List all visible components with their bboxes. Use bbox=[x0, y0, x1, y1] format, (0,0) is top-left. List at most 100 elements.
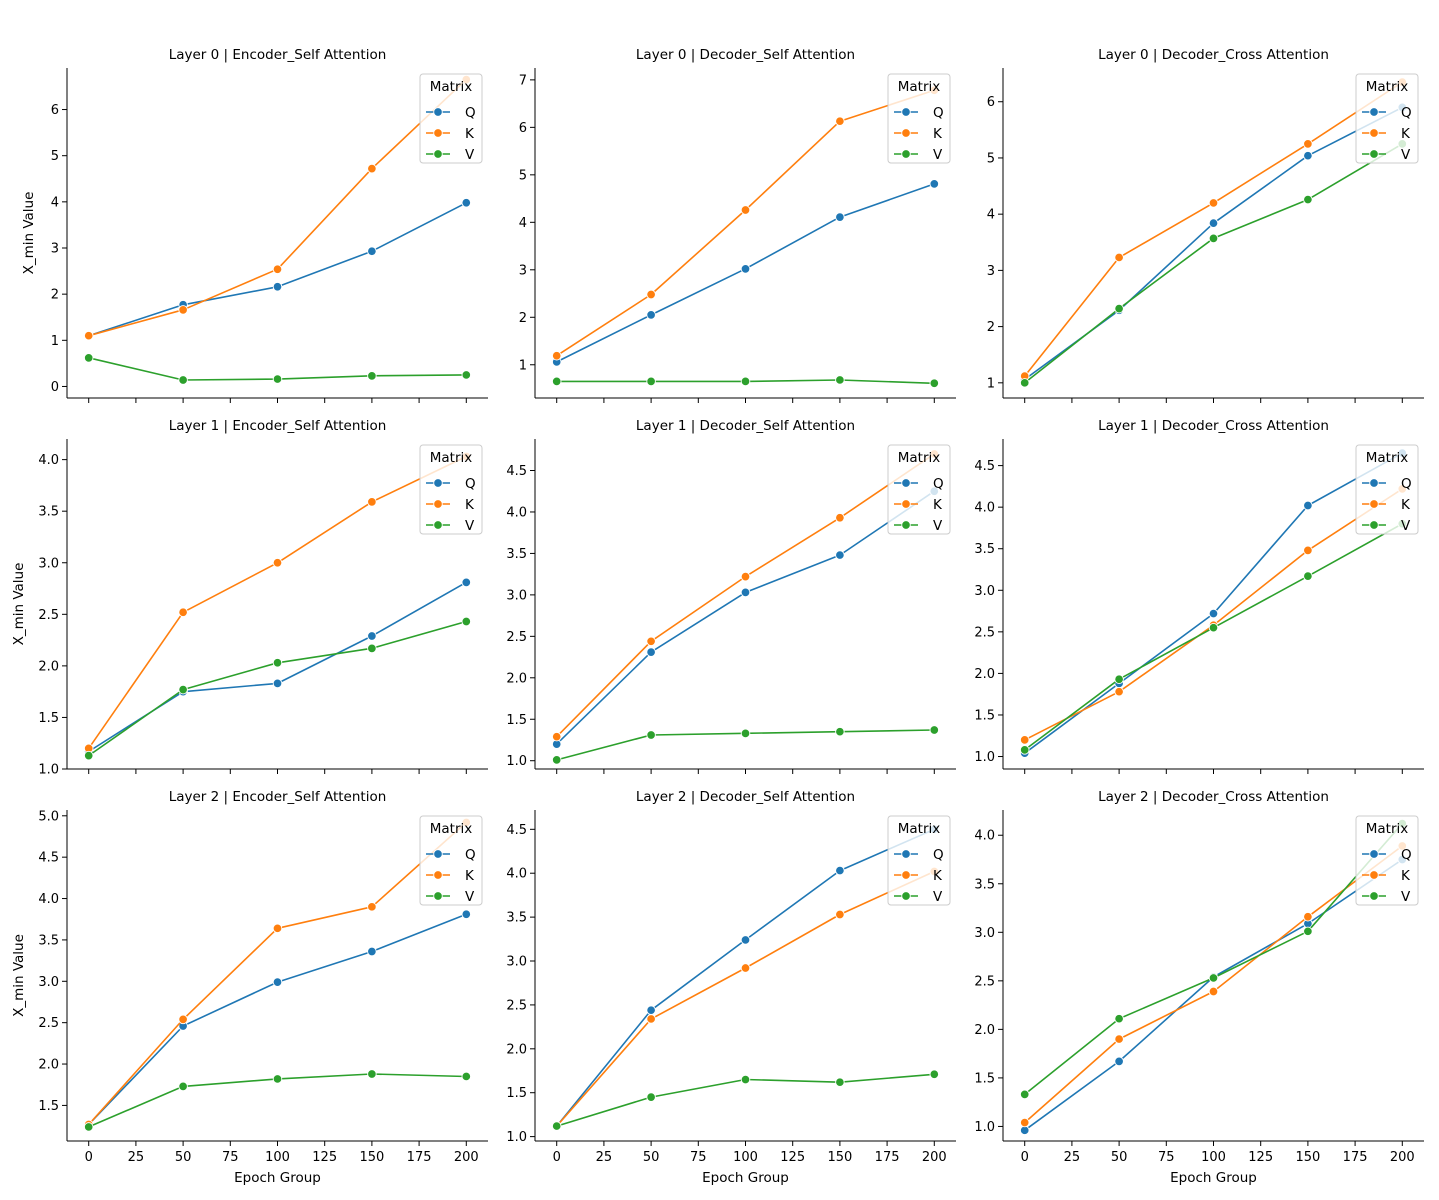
legend-swatch-marker bbox=[901, 107, 911, 117]
legend-entry: K bbox=[1401, 497, 1411, 513]
series-line-Q bbox=[556, 490, 935, 745]
data-point-V bbox=[83, 1122, 94, 1132]
y-tick-label: 2.0 bbox=[506, 1042, 527, 1057]
data-point-K bbox=[835, 116, 845, 126]
data-point-V bbox=[83, 353, 94, 363]
y-tick-label: 3 bbox=[519, 263, 527, 278]
data-point-K bbox=[1114, 686, 1124, 697]
legend-swatch-marker bbox=[1369, 849, 1379, 859]
x-tick-label: 100 bbox=[733, 1150, 758, 1165]
series-line-V bbox=[1024, 143, 1403, 384]
y-tick-label: 5 bbox=[987, 151, 995, 166]
data-point-K bbox=[740, 205, 751, 215]
y-tick-label: 3.0 bbox=[506, 955, 527, 970]
y-tick-label: 7 bbox=[519, 73, 527, 88]
x-tick-label: 25 bbox=[596, 1150, 613, 1165]
legend-entry: Q bbox=[465, 847, 476, 863]
data-point-V bbox=[178, 684, 188, 695]
y-tick-label: 1 bbox=[51, 334, 59, 349]
legend-title: Matrix bbox=[1366, 821, 1409, 837]
data-point-V bbox=[1019, 1089, 1030, 1100]
legend-swatch-marker bbox=[433, 870, 443, 880]
x-tick-label: 0 bbox=[85, 1150, 93, 1165]
panel-title: Layer 2 | Decoder_Self Attention bbox=[636, 789, 855, 805]
data-point-V bbox=[551, 755, 562, 765]
legend-entry: K bbox=[933, 497, 943, 513]
data-point-Q bbox=[646, 647, 656, 657]
legend-swatch-marker bbox=[901, 849, 911, 859]
legend-entry: K bbox=[1401, 126, 1411, 142]
x-tick-label: 75 bbox=[690, 1150, 707, 1165]
data-point-K bbox=[367, 163, 377, 174]
x-axis-label: Epoch Group bbox=[234, 1170, 321, 1186]
legend-box bbox=[887, 815, 951, 906]
y-tick-label: 2.0 bbox=[974, 1023, 995, 1038]
data-point-V bbox=[272, 1074, 283, 1084]
legend-entry: K bbox=[465, 126, 475, 142]
y-tick-label: 4.5 bbox=[506, 464, 527, 479]
legend-swatch-marker bbox=[433, 107, 443, 117]
data-point-K bbox=[1114, 1034, 1124, 1044]
data-point-K bbox=[1208, 198, 1219, 208]
y-tick-label: 6 bbox=[519, 121, 527, 136]
x-axis-label: Epoch Group bbox=[702, 1170, 789, 1186]
data-point-Q bbox=[1019, 1125, 1030, 1136]
data-point-Q bbox=[272, 977, 283, 987]
data-point-Q bbox=[1303, 500, 1313, 511]
series-line-K bbox=[88, 78, 467, 337]
x-tick-label: 100 bbox=[1201, 1150, 1226, 1165]
legend-swatch-marker bbox=[1369, 891, 1379, 901]
data-point-V bbox=[272, 658, 283, 668]
panel-0-2: Layer 0 | Decoder_Cross Attention 1 2 3 4 5 6 M… bbox=[987, 47, 1424, 403]
y-tick-label: 4.0 bbox=[506, 505, 527, 520]
y-tick-label: 1.5 bbox=[974, 1071, 995, 1086]
data-point-Q bbox=[740, 264, 751, 274]
series-line-Q bbox=[88, 913, 467, 1126]
y-tick-label: 3.5 bbox=[506, 547, 527, 562]
legend-entry: K bbox=[933, 126, 943, 142]
x-tick-label: 175 bbox=[1343, 1150, 1368, 1165]
legend-swatch-marker bbox=[901, 891, 911, 901]
data-point-Q bbox=[646, 1005, 656, 1015]
data-point-Q bbox=[367, 946, 377, 957]
y-axis-label: X_min Value bbox=[11, 934, 27, 1017]
series-line-K bbox=[1024, 81, 1403, 377]
data-point-V bbox=[1019, 378, 1030, 388]
data-point-V bbox=[178, 375, 188, 385]
series-line-V bbox=[1024, 823, 1403, 1096]
legend-entry: K bbox=[1401, 868, 1411, 884]
legend-entry: K bbox=[933, 868, 943, 884]
legend-swatch-marker bbox=[433, 891, 443, 901]
legend-box bbox=[419, 73, 483, 164]
y-tick-label: 3 bbox=[51, 242, 59, 257]
legend-entry: Q bbox=[465, 476, 476, 492]
legend-swatch-marker bbox=[433, 149, 443, 159]
legend-entry: Q bbox=[1401, 476, 1412, 492]
panel-1-2: Layer 1 | Decoder_Cross Attention 1.0 1.5 2… bbox=[974, 418, 1424, 774]
y-tick-label: 3.5 bbox=[38, 933, 59, 948]
data-point-V bbox=[551, 1121, 562, 1131]
y-tick-label: 1 bbox=[987, 376, 995, 391]
legend-entry: V bbox=[465, 518, 475, 534]
data-point-Q bbox=[1208, 608, 1219, 619]
data-point-Q bbox=[835, 865, 845, 876]
y-tick-label: 2.0 bbox=[38, 1058, 59, 1073]
x-axis-label: Epoch Group bbox=[1170, 1170, 1257, 1186]
y-tick-label: 6 bbox=[51, 103, 59, 118]
legend-title: Matrix bbox=[898, 450, 941, 466]
series-line-K bbox=[556, 89, 935, 357]
y-tick-label: 5.0 bbox=[38, 809, 59, 824]
panel-title: Layer 2 | Decoder_Cross Attention bbox=[1098, 789, 1329, 805]
data-point-Q bbox=[929, 179, 940, 189]
data-point-K bbox=[178, 607, 188, 618]
y-tick-label: 1.5 bbox=[506, 713, 527, 728]
y-tick-label: 2 bbox=[519, 311, 527, 326]
y-tick-label: 3.0 bbox=[38, 556, 59, 571]
data-point-Q bbox=[835, 212, 845, 222]
x-tick-label: 25 bbox=[1064, 1150, 1081, 1165]
x-tick-label: 25 bbox=[128, 1150, 145, 1165]
legend-title: Matrix bbox=[430, 79, 473, 95]
data-point-Q bbox=[1114, 1056, 1124, 1067]
data-point-Q bbox=[461, 909, 472, 920]
y-tick-label: 2.5 bbox=[38, 1016, 59, 1031]
